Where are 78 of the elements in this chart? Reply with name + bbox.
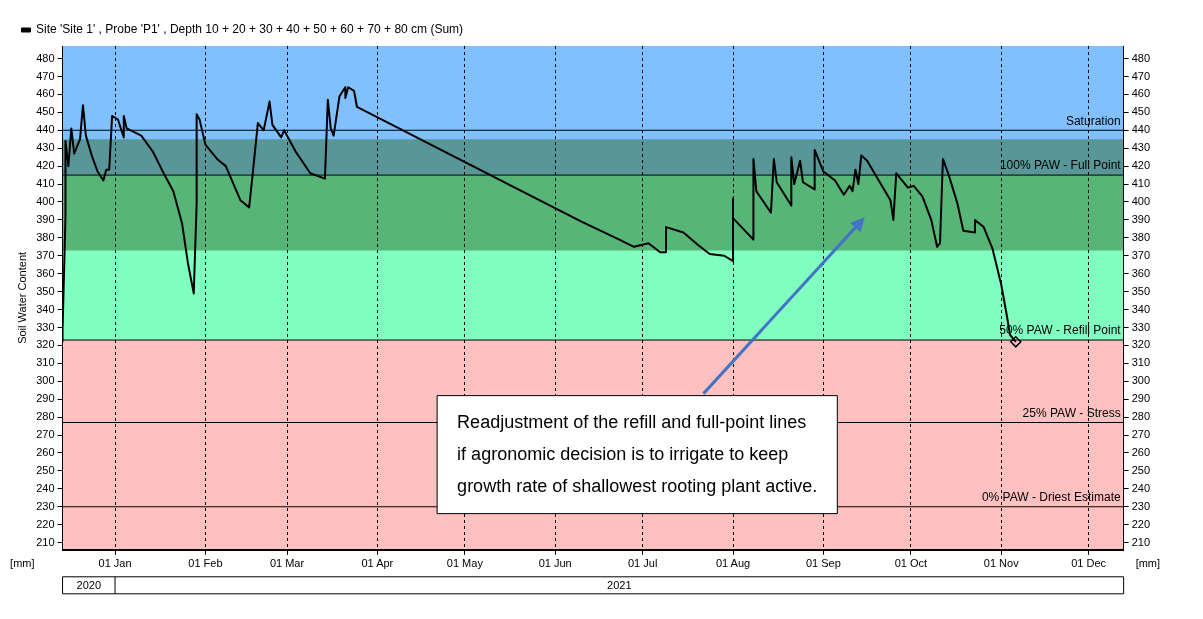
y2-tick-label: 210 (1131, 535, 1151, 548)
y2-tick-label: 470 (1131, 69, 1151, 82)
text: 2020 (76, 579, 102, 592)
y-tick-label: 230 (36, 499, 55, 512)
ref-line-label: Saturation (1065, 113, 1121, 128)
x-tick-label: 01 Oct (894, 557, 928, 570)
y2-tick-label: 340 (1131, 302, 1151, 315)
y2-tick-label: 280 (1131, 410, 1151, 423)
y2-tick-label: 460 (1131, 87, 1151, 100)
text: [mm] (1135, 556, 1161, 569)
y2-tick-label: 290 (1131, 392, 1151, 405)
y2-tick-label: 230 (1131, 499, 1151, 512)
text: [mm] (10, 556, 35, 569)
y-tick-label: 210 (36, 535, 55, 548)
y2-tick-label: 420 (1131, 159, 1151, 172)
y2-tick-label: 370 (1131, 248, 1151, 261)
y2-tick-label: 440 (1131, 123, 1151, 136)
y-tick-label: 470 (36, 69, 55, 82)
x-tick-label: 01 Aug (715, 557, 751, 570)
y-tick-label: 440 (36, 123, 55, 136)
y2-tick-label: 270 (1131, 428, 1151, 441)
y2-tick-label: 400 (1131, 195, 1151, 208)
x-tick-label: 01 May (446, 557, 484, 570)
y-tick-label: 340 (36, 302, 55, 315)
y-tick-label: 410 (36, 177, 55, 190)
y-tick-label: 260 (36, 446, 55, 459)
y-tick-label: 300 (36, 374, 55, 387)
y-tick-label: 400 (36, 195, 55, 208)
y-tick-label: 250 (36, 463, 55, 476)
y2-tick-label: 390 (1131, 212, 1151, 225)
y-tick-label: 390 (36, 212, 55, 225)
y-tick-label: 450 (36, 105, 55, 118)
y2-tick-label: 410 (1131, 177, 1151, 190)
y2-tick-label: 360 (1131, 266, 1151, 279)
y2-tick-label: 330 (1131, 320, 1151, 333)
x-tick-label: 01 Jun (538, 557, 572, 570)
y-tick-label: 330 (36, 320, 55, 333)
y2-tick-label: 240 (1131, 481, 1151, 494)
legend-label: Site 'Site 1' , Probe 'P1' , Depth 10 + 20 + 30 + 40 + 50 + 60 + 70 + 80 cm (Sum) (36, 22, 464, 37)
y-tick-label: 350 (36, 284, 55, 297)
y-tick-label: 310 (36, 356, 55, 369)
y2-tick-label: 350 (1131, 284, 1151, 297)
y-axis-title: Soil Water Content (15, 251, 28, 344)
y-tick-label: 240 (36, 481, 55, 494)
y-tick-label: 360 (36, 266, 55, 279)
y-tick-label: 270 (36, 428, 55, 441)
x-tick-label: 01 Jul (627, 557, 658, 570)
y-tick-label: 430 (36, 141, 55, 154)
x-tick-label: 01 Apr (361, 557, 394, 570)
y2-tick-label: 260 (1131, 446, 1151, 459)
x-tick-label: 01 Dec (1071, 557, 1107, 570)
y2-tick-label: 300 (1131, 374, 1151, 387)
y2-tick-label: 310 (1131, 356, 1151, 369)
text: 2021 (607, 579, 632, 592)
y-tick-label: 370 (36, 248, 55, 261)
annotation: Readjustment of the refill and full-point lines if agronomic decision is to irrigate to keep growth rate of shallowest rooting plant active. (457, 411, 818, 496)
y-tick-label: 380 (36, 230, 55, 243)
y2-tick-label: 430 (1131, 141, 1151, 154)
y2-tick-label: 250 (1131, 463, 1151, 476)
x-tick-label: 01 Sep (805, 557, 841, 570)
y2-tick-label: 320 (1131, 338, 1151, 351)
ref-line-label: 25% PAW - Stress (1022, 405, 1121, 420)
x-tick-label: 01 Jan (98, 557, 132, 570)
y-tick-label: 320 (36, 338, 55, 351)
y2-tick-label: 220 (1131, 517, 1151, 530)
y-tick-label: 420 (36, 159, 55, 172)
ref-line-label: 0% PAW - Driest Estimate (981, 490, 1121, 505)
y2-tick-label: 480 (1131, 51, 1151, 64)
y-tick-label: 220 (36, 517, 55, 530)
x-tick-label: 01 Feb (188, 557, 223, 570)
y-tick-label: 280 (36, 410, 55, 423)
y-tick-label: 480 (36, 51, 55, 64)
x-tick-label: 01 Mar (269, 557, 305, 570)
y2-tick-label: 450 (1131, 105, 1151, 118)
y2-tick-label: 380 (1131, 230, 1151, 243)
x-tick-label: 01 Nov (983, 557, 1020, 570)
y-tick-label: 290 (36, 392, 55, 405)
y-tick-label: 460 (36, 87, 55, 100)
